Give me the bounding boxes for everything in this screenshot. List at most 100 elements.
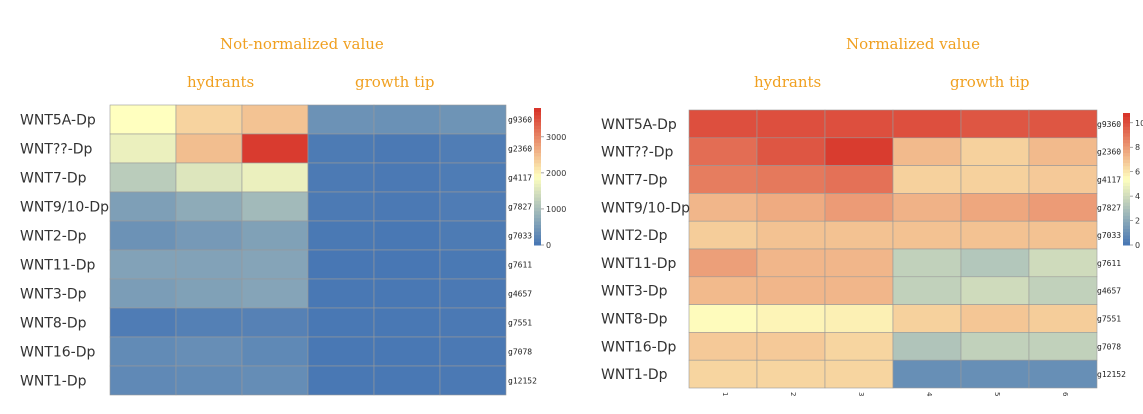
heatmap-cell xyxy=(688,220,758,250)
heatmap-cell xyxy=(892,220,962,250)
heatmap-cell xyxy=(241,220,309,251)
column-label: 4 xyxy=(925,392,933,397)
column-label: 5 xyxy=(993,392,1001,396)
colorbar-segment xyxy=(1123,169,1130,173)
gene-id-label: g4657 xyxy=(1097,287,1121,296)
colorbar-segment xyxy=(534,111,541,116)
colorbar-segment xyxy=(1123,175,1130,180)
heatmap-cell xyxy=(175,104,243,135)
heatmap-cell xyxy=(824,248,894,278)
gene-id-label: g7611 xyxy=(1097,259,1121,268)
row-label: WNT??-Dp xyxy=(601,145,674,161)
row-label: WNT1-Dp xyxy=(20,374,87,390)
row-label: WNT2-Dp xyxy=(20,229,87,245)
colorbar-segment xyxy=(534,179,541,184)
heatmap-cell xyxy=(1028,332,1098,361)
colorbar-segment xyxy=(534,121,541,126)
row-label: WNT3-Dp xyxy=(20,287,87,303)
gene-id-label: g7078 xyxy=(1097,342,1121,351)
heatmap-cell xyxy=(175,133,243,164)
heatmap-cell xyxy=(109,162,177,193)
colorbar-segment xyxy=(534,155,541,160)
heatmap-cell xyxy=(892,304,962,333)
colorbar-segment xyxy=(1123,221,1130,226)
gene-id-label: g7033 xyxy=(1097,231,1121,240)
colorbar-segment xyxy=(1123,142,1130,147)
gene-id-label: g7827 xyxy=(1097,203,1121,212)
colorbar-segment xyxy=(534,224,541,229)
colorbar-segment xyxy=(1123,132,1130,137)
colorbar-segment xyxy=(534,238,541,243)
heatmap-panel-normalized: Normalized value hydrants growth tip WNT… xyxy=(571,0,1143,414)
heatmap-cell xyxy=(175,336,243,367)
colorbar-segment xyxy=(1123,159,1130,163)
colorbar-segment xyxy=(1123,179,1130,183)
row-label: WNT3-Dp xyxy=(601,284,668,300)
colorbar-segment xyxy=(534,108,541,112)
gene-id-label: g4657 xyxy=(508,290,532,299)
colorbar-segment xyxy=(534,197,541,201)
colorbar-segment xyxy=(1123,165,1130,170)
heatmap-cell xyxy=(756,332,826,361)
colorbar-segment xyxy=(1123,155,1130,160)
heatmap-cell xyxy=(1028,359,1098,389)
heatmap-cell xyxy=(439,278,507,309)
heatmap-cell xyxy=(439,220,507,251)
colorbar-segment xyxy=(534,227,541,232)
gene-id-label: g12152 xyxy=(508,377,537,386)
colorbar-segment xyxy=(1123,122,1130,127)
colorbar-segment xyxy=(534,145,541,150)
gene-id-label: g7827 xyxy=(508,203,532,212)
heatmap-cell xyxy=(109,336,177,367)
colorbar-segment xyxy=(1123,116,1130,121)
colorbar-segment xyxy=(534,114,541,119)
heatmap-cell xyxy=(1028,193,1098,222)
heatmap-cell xyxy=(307,249,375,280)
row-label: WNT2-Dp xyxy=(601,228,668,244)
colorbar-segment xyxy=(534,183,541,188)
heatmap-cell xyxy=(892,109,962,139)
heatmap-cell xyxy=(1028,165,1098,194)
colorbar-segment xyxy=(1123,119,1130,124)
row-label: WNT??-Dp xyxy=(20,142,93,158)
heatmap-cell xyxy=(439,249,507,280)
heatmap-cell xyxy=(241,191,309,222)
colorbar-segment xyxy=(1123,139,1130,144)
heatmap-cell xyxy=(892,276,962,305)
column-label: 2 xyxy=(789,392,797,396)
colorbar-segment xyxy=(1123,152,1130,157)
heatmap-cell xyxy=(824,304,894,333)
heatmap-cell xyxy=(109,104,177,135)
gene-id-label: g7033 xyxy=(508,232,532,241)
heatmap-cell xyxy=(109,191,177,222)
heatmap-cell xyxy=(892,332,962,361)
heatmap-cell xyxy=(439,133,507,164)
heatmap-cell xyxy=(439,104,507,135)
colorbar-segment xyxy=(534,125,541,130)
row-label: WNT7-Dp xyxy=(601,173,668,189)
heatmap-cell xyxy=(373,249,441,280)
colorbar-segment xyxy=(1123,113,1130,117)
heatmap-cell xyxy=(824,332,894,361)
heatmap-cell xyxy=(960,109,1030,139)
colorbar-segment xyxy=(1123,195,1130,200)
heatmap-cell xyxy=(960,332,1030,361)
group-label-hydrants: hydrants xyxy=(754,73,822,91)
gene-id-label: g12152 xyxy=(1097,370,1126,379)
colorbar-segment xyxy=(534,217,541,222)
row-label: WNT8-Dp xyxy=(601,312,668,328)
group-label-growth-tip: growth tip xyxy=(950,73,1030,91)
heatmap-cell xyxy=(960,359,1030,389)
gene-id-label: g2360 xyxy=(1097,148,1121,157)
colorbar-segment xyxy=(1123,192,1130,196)
heatmap-cell xyxy=(241,307,309,338)
heatmap-cell xyxy=(756,220,826,250)
heatmap-cell xyxy=(960,137,1030,166)
colorbar-tick-label: 4 xyxy=(1135,192,1140,201)
colorbar-segment xyxy=(534,173,541,177)
heatmap-cell xyxy=(688,109,758,139)
colorbar-segment xyxy=(1123,162,1130,167)
heatmap-cell xyxy=(688,248,758,278)
colorbar-segment xyxy=(1123,208,1130,213)
colorbar-segment xyxy=(534,231,541,236)
